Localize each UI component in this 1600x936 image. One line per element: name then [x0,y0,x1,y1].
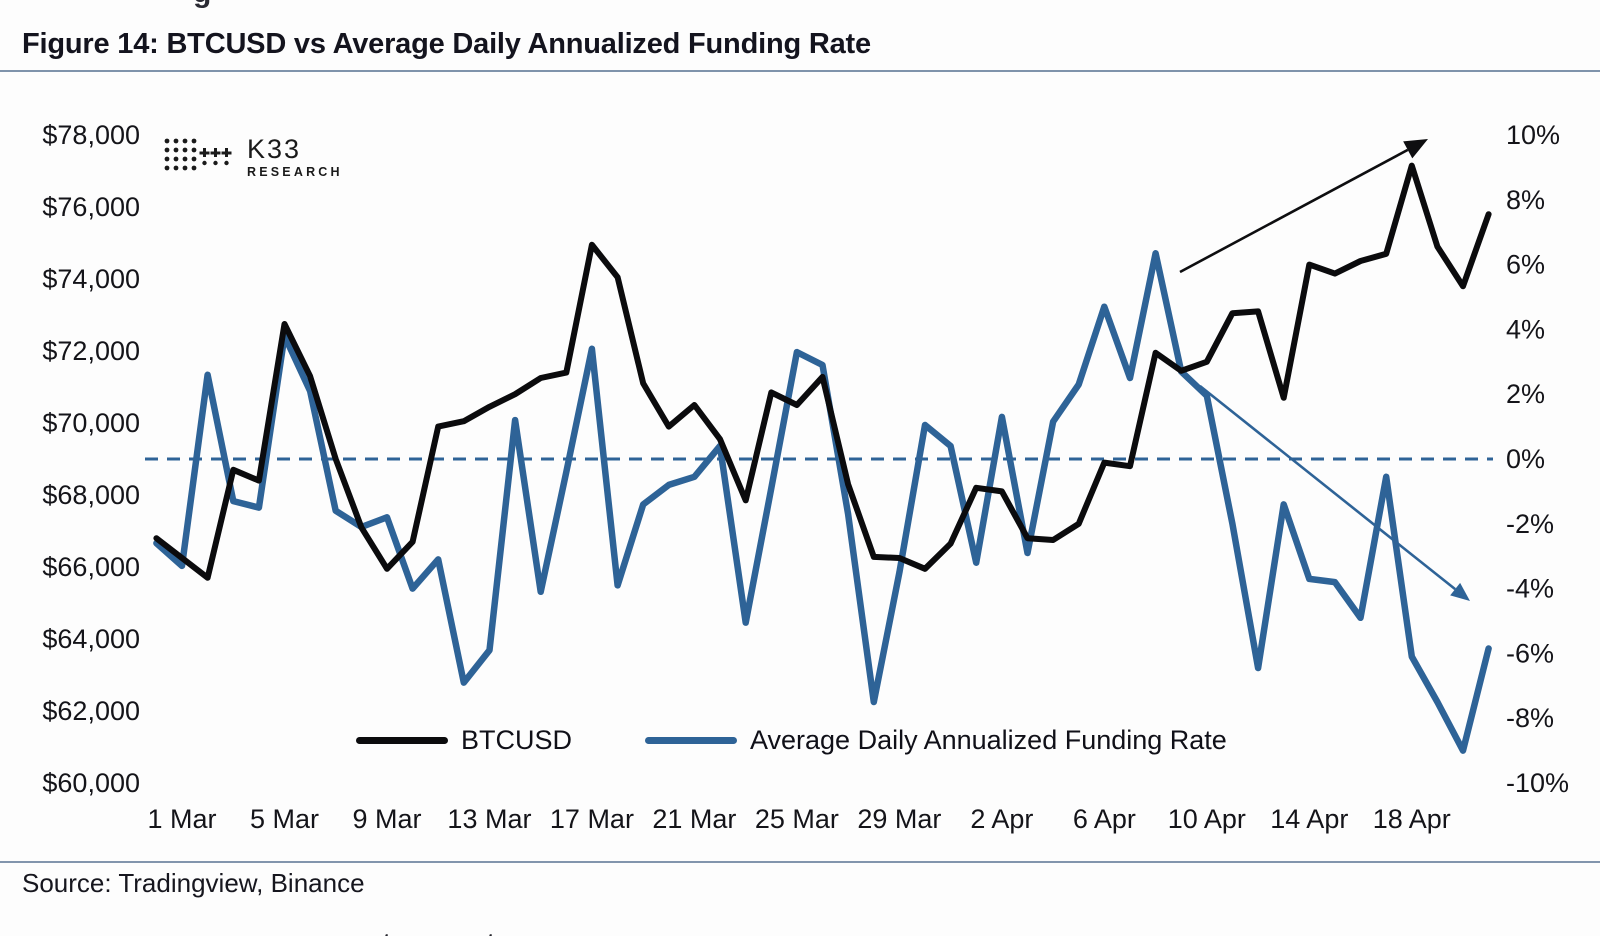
svg-text:9 Mar: 9 Mar [352,804,421,834]
cropped-text-fragment: t [487,929,501,936]
svg-text:21 Mar: 21 Mar [652,804,736,834]
k33-research-logo: K33 RESEARCH [163,136,343,179]
logo-subtitle: RESEARCH [247,165,343,179]
funding-down-arrow-annotation [1199,384,1470,601]
source-divider [0,861,1600,863]
svg-text:-4%: -4% [1506,574,1554,604]
legend-label-btcusd: BTCUSD [461,724,573,755]
chart-area: $78,000 $76,000 $74,000 $72,000 $70,000 $68,0… [0,72,1600,862]
svg-text:14 Apr: 14 Apr [1270,804,1348,834]
svg-text:$76,000: $76,000 [42,192,140,222]
svg-text:25 Mar: 25 Mar [755,804,839,834]
svg-text:-8%: -8% [1506,703,1554,733]
title-divider [0,70,1600,72]
svg-text:2%: 2% [1506,379,1545,409]
svg-text:4%: 4% [1506,314,1545,344]
svg-text:5 Mar: 5 Mar [250,804,319,834]
cropped-text-fragment: t [383,929,397,936]
left-axis-ticks: $78,000 $76,000 $74,000 $72,000 $70,000 $68,0… [42,120,140,798]
funding-rate-line-swatch [645,736,737,744]
svg-text:$60,000: $60,000 [42,768,140,798]
svg-text:29 Mar: 29 Mar [857,804,941,834]
svg-text:17 Mar: 17 Mar [550,804,634,834]
funding-rate-line [153,250,1492,754]
svg-text:6%: 6% [1506,250,1545,280]
svg-text:10 Apr: 10 Apr [1168,804,1246,834]
k33-dot-matrix-icon [164,138,232,171]
cropped-text-fragment: g [193,0,219,10]
svg-text:13 Mar: 13 Mar [447,804,531,834]
right-axis-ticks: 10% 8% 6% 4% 2% 0% -2% -4% -6% -8% -10% [1506,120,1569,798]
svg-text:$68,000: $68,000 [42,480,140,510]
logo-name: K33 [247,134,302,164]
svg-text:6 Apr: 6 Apr [1073,804,1136,834]
source-text: Source: Tradingview, Binance [22,868,365,898]
svg-text:-10%: -10% [1506,768,1569,798]
x-axis-ticks: 1 Mar 5 Mar 9 Mar 13 Mar 17 Mar 21 Mar 25 Mar 2… [148,804,1451,834]
legend-item-funding-rate: Average Daily Annualized Funding Rate [645,723,1227,757]
svg-text:$78,000: $78,000 [42,120,140,150]
svg-text:$72,000: $72,000 [42,336,140,366]
svg-text:0%: 0% [1506,444,1545,474]
figure-title: Figure 14: BTCUSD vs Average Daily Annua… [22,28,871,60]
svg-text:8%: 8% [1506,185,1545,215]
svg-text:18 Apr: 18 Apr [1373,804,1451,834]
svg-text:$70,000: $70,000 [42,408,140,438]
legend-item-btcusd: BTCUSD [356,723,572,757]
svg-text:$74,000: $74,000 [42,264,140,294]
svg-text:$62,000: $62,000 [42,696,140,726]
svg-text:$64,000: $64,000 [42,624,140,654]
btcusd-line [153,162,1492,581]
svg-text:10%: 10% [1506,120,1560,150]
btcusd-line-swatch [356,736,448,744]
svg-text:$66,000: $66,000 [42,552,140,582]
price-up-arrow-annotation [1179,139,1428,274]
svg-text:1 Mar: 1 Mar [148,804,217,834]
legend-label-funding-rate: Average Daily Annualized Funding Rate [750,724,1227,755]
svg-text:-6%: -6% [1506,638,1554,668]
svg-text:2 Apr: 2 Apr [970,804,1033,834]
svg-text:-2%: -2% [1506,509,1554,539]
